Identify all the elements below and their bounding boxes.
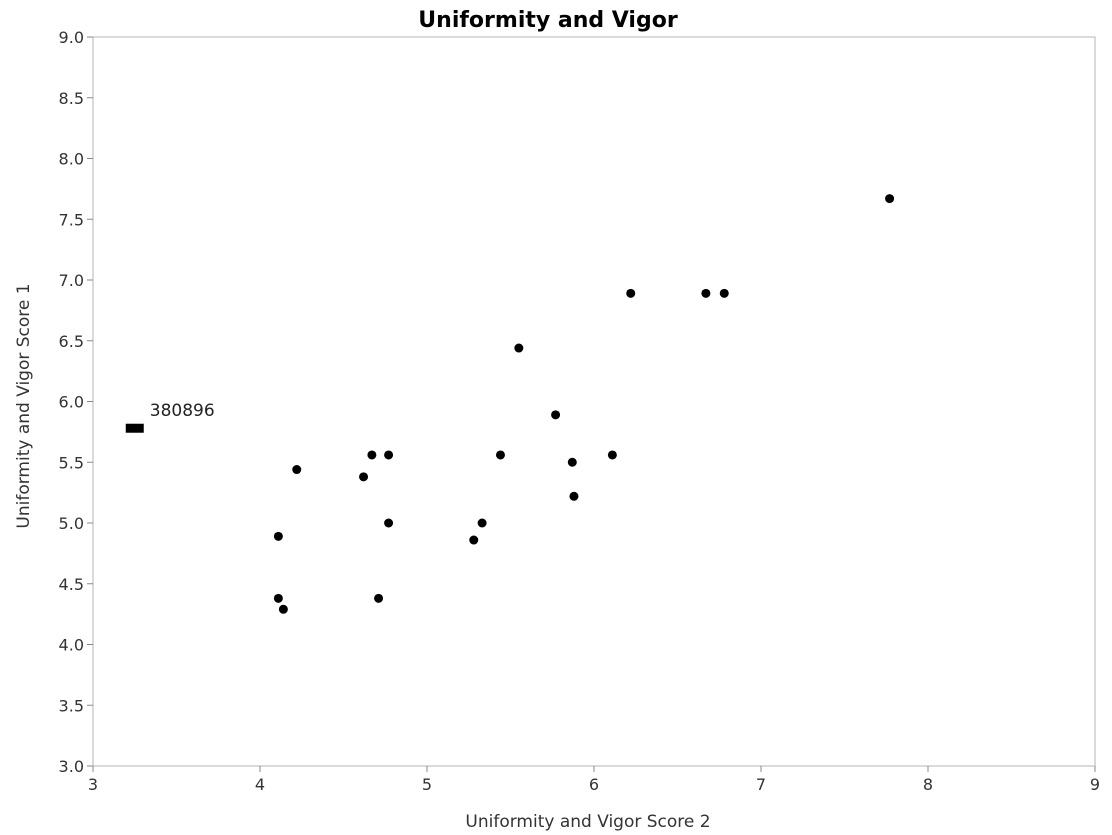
x-tick-label: 4 <box>255 775 265 794</box>
y-tick-label: 7.0 <box>59 271 84 290</box>
data-point <box>885 194 895 204</box>
y-tick-label: 6.5 <box>59 332 84 351</box>
data-point <box>384 518 394 528</box>
data-point <box>278 604 288 614</box>
y-tick-label: 4.0 <box>59 636 84 655</box>
chart-title: Uniformity and Vigor <box>418 8 678 33</box>
data-point <box>567 457 577 467</box>
data-point <box>569 491 579 501</box>
data-point <box>477 518 487 528</box>
data-point <box>273 531 283 541</box>
data-point <box>607 450 617 460</box>
x-tick-label: 9 <box>1090 775 1100 794</box>
data-point <box>626 288 636 298</box>
data-point <box>292 465 302 475</box>
y-tick-label: 8.5 <box>59 89 84 108</box>
data-point <box>367 450 377 460</box>
data-points <box>273 194 895 614</box>
data-point <box>469 535 479 545</box>
x-tick-label: 3 <box>88 775 98 794</box>
y-tick-label: 4.5 <box>59 575 84 594</box>
y-tick-label: 5.0 <box>59 514 84 533</box>
highlighted-point-group: 380896 <box>125 401 215 433</box>
x-axis-label: Uniformity and Vigor Score 2 <box>465 812 710 832</box>
data-point <box>701 288 711 298</box>
y-tick-label: 5.5 <box>59 453 84 472</box>
data-point <box>495 450 505 460</box>
data-point <box>359 472 369 482</box>
x-tick-label: 7 <box>756 775 766 794</box>
plot-frame <box>92 36 1096 767</box>
data-point <box>273 593 283 603</box>
highlighted-point-marker <box>125 423 144 433</box>
x-tick-label: 8 <box>923 775 933 794</box>
x-axis-ticks: 3 4 5 6 7 8 9 <box>88 766 1100 794</box>
y-tick-label: 6.0 <box>59 393 84 412</box>
y-tick-label: 7.5 <box>59 210 84 229</box>
data-point <box>374 593 384 603</box>
data-point <box>384 450 394 460</box>
y-tick-label: 3.0 <box>59 757 84 776</box>
x-tick-label: 6 <box>589 775 599 794</box>
y-axis-label: Uniformity and Vigor Score 1 <box>14 283 34 528</box>
highlighted-point-label: 380896 <box>150 401 215 421</box>
y-axis-ticks: 3.0 3.5 4.0 4.5 5.0 5.5 6.0 6.5 7.0 7.5 8.0 8.5 9.0 <box>59 28 93 776</box>
y-tick-label: 3.5 <box>59 696 84 715</box>
data-point <box>719 288 729 298</box>
data-point <box>551 410 561 420</box>
y-tick-label: 9.0 <box>59 28 84 47</box>
data-point <box>514 343 524 353</box>
y-tick-label: 8.0 <box>59 150 84 169</box>
x-tick-label: 5 <box>422 775 432 794</box>
